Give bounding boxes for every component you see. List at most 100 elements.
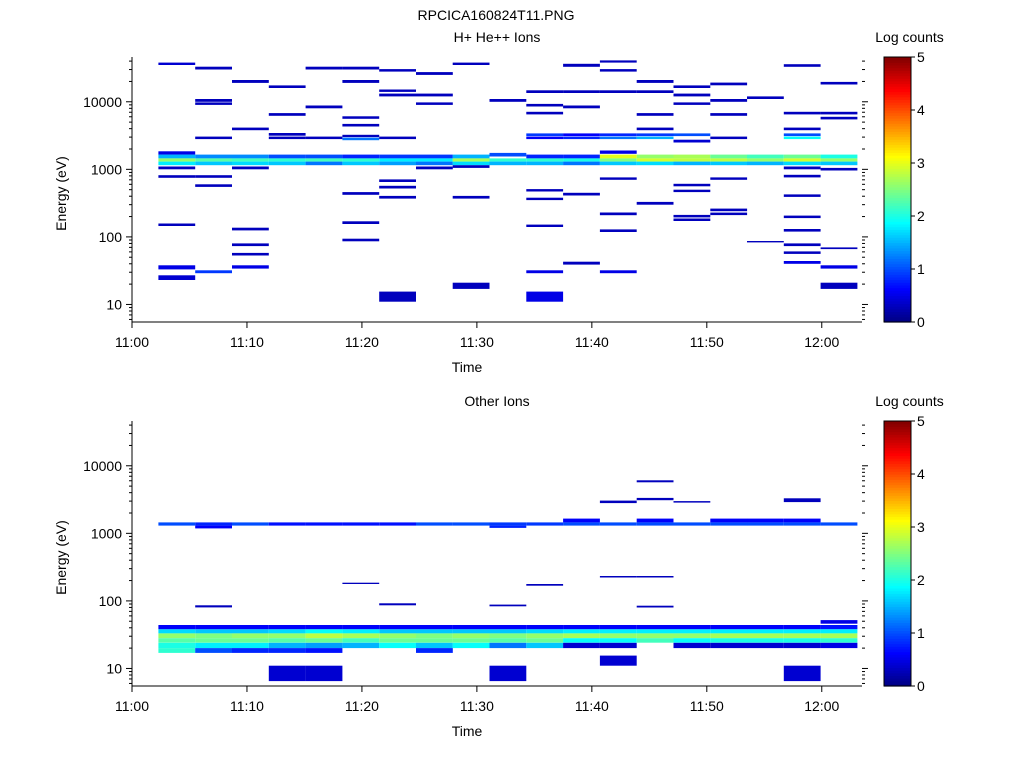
heatmap-cell	[820, 111, 858, 115]
colorbar-segment	[884, 598, 911, 602]
heatmap-cell	[195, 175, 232, 178]
colorbar-segment	[884, 492, 911, 496]
colorbar-segment	[884, 112, 911, 116]
heatmap-cell	[232, 252, 269, 256]
heatmap-cell	[673, 139, 711, 143]
colorbar-segment	[884, 577, 911, 581]
colorbar-segment	[884, 287, 911, 291]
heatmap-cell	[673, 183, 711, 187]
colorbar-segment	[884, 511, 911, 515]
heatmap-cell	[563, 638, 600, 643]
colorbar-segment	[884, 609, 911, 613]
colorbar-segment	[884, 479, 911, 483]
colorbar-tick-label: 0	[917, 314, 925, 330]
colorbar-segment	[884, 189, 911, 193]
heatmap-cell	[526, 642, 564, 649]
heatmap-cell	[710, 113, 748, 116]
colorbar-segment	[884, 566, 911, 570]
heatmap-cell	[636, 576, 674, 578]
heatmap-cell	[489, 604, 527, 607]
panel-title: H+ He++ Ions	[454, 29, 541, 45]
heatmap-cell	[526, 111, 564, 115]
heatmap-cell	[526, 270, 564, 274]
heatmap-cell	[673, 85, 711, 88]
colorbar-segment	[884, 606, 911, 610]
heatmap-cell	[563, 261, 600, 265]
colorbar-segment	[884, 75, 911, 79]
colorbar-segment	[884, 102, 911, 106]
heatmap-cell	[195, 99, 232, 102]
heatmap-cell	[379, 522, 416, 526]
x-axis-label: Time	[452, 723, 483, 739]
colorbar-segment	[884, 633, 911, 637]
colorbar-segment	[884, 133, 911, 138]
heatmap-cell	[489, 638, 527, 643]
colorbar-segment	[884, 184, 911, 188]
heatmap-cell	[526, 154, 564, 159]
heatmap-cell	[783, 194, 821, 197]
heatmap-cell	[342, 154, 380, 159]
heatmap-cell	[305, 648, 343, 653]
heatmap-cell	[452, 282, 490, 289]
heatmap-cell	[599, 638, 637, 643]
colorbar-segment	[884, 537, 911, 541]
heatmap-cell	[636, 497, 674, 501]
colorbar-tick-label: 3	[917, 519, 925, 535]
heatmap-cell	[195, 522, 232, 526]
heatmap-cell	[489, 642, 527, 649]
colorbar-tick-label: 4	[917, 466, 925, 482]
colorbar-segment	[884, 521, 911, 525]
colorbar-frame	[883, 420, 912, 687]
colorbar-segment	[884, 460, 911, 464]
heatmap-cell	[268, 158, 306, 162]
heatmap-cell	[342, 137, 380, 141]
colorbar-segment	[884, 59, 911, 63]
colorbar-segment	[884, 500, 911, 504]
heatmap-cell	[342, 238, 380, 242]
heatmap-cell	[232, 80, 269, 83]
x-tick-label: 11:20	[345, 334, 379, 350]
heatmap-cell	[526, 189, 564, 192]
heatmap-cell	[158, 633, 196, 639]
colorbar-tick-label: 3	[917, 155, 925, 171]
heatmap-cell	[526, 633, 564, 639]
colorbar-segment	[884, 683, 911, 687]
colorbar-segment	[884, 176, 911, 180]
heatmap-cell	[195, 154, 232, 159]
heatmap-cell	[232, 629, 269, 634]
heatmap-cell	[305, 642, 343, 649]
heatmap-cell	[599, 633, 637, 639]
heatmap-cell	[563, 192, 600, 196]
colorbar-segment	[884, 675, 911, 679]
colorbar-segment	[884, 489, 911, 494]
colorbar-segment	[884, 303, 911, 307]
x-tick-label: 12:00	[804, 334, 839, 350]
heatmap-cell	[232, 127, 269, 131]
heatmap-cell	[783, 174, 821, 178]
heatmap-cell	[195, 633, 232, 639]
colorbar-segment	[884, 508, 911, 512]
heatmap-cell	[820, 81, 858, 85]
heatmap-cell	[783, 518, 821, 523]
colorbar-segment	[884, 654, 911, 658]
heatmap-cell	[232, 161, 269, 166]
heatmap-cell	[747, 625, 784, 630]
y-tick-label: 1000	[91, 161, 122, 177]
x-tick-label: 11:10	[230, 698, 264, 714]
colorbar-segment	[884, 263, 911, 267]
colorbar-segment	[884, 157, 911, 161]
heatmap-cell	[232, 166, 269, 170]
heatmap-cell	[195, 629, 232, 634]
colorbar-segment	[884, 181, 911, 185]
heatmap-cell	[268, 85, 306, 88]
heatmap-cell	[599, 161, 637, 166]
heatmap-cell	[158, 629, 196, 634]
colorbar-segment	[884, 585, 911, 589]
heatmap-cell	[342, 66, 380, 70]
heatmap-cell	[783, 243, 821, 247]
heatmap-cell	[452, 638, 490, 643]
heatmap-cell	[636, 480, 674, 483]
colorbar-segment	[884, 524, 911, 528]
heatmap-cell	[195, 66, 232, 70]
heatmap-cell	[820, 629, 858, 634]
